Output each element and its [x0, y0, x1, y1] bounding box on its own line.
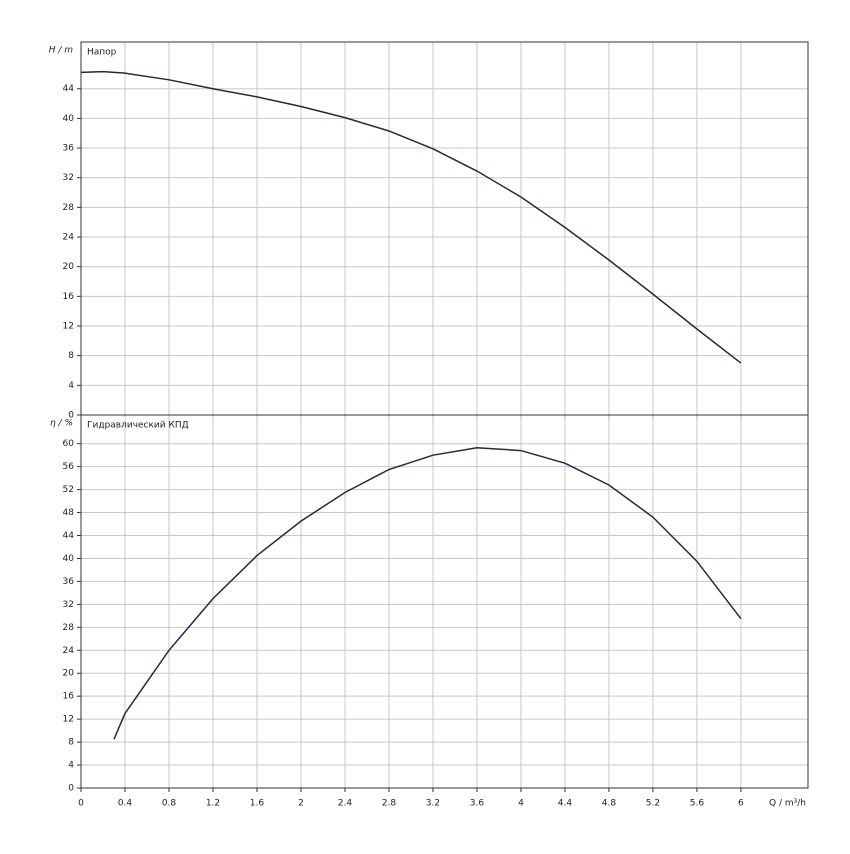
y-tick-label: 20 — [63, 669, 75, 679]
x-tick-label: 4 — [518, 799, 524, 809]
y-tick-label: 28 — [63, 203, 75, 213]
y-tick-label: 0 — [68, 411, 74, 421]
y-tick-label: 32 — [63, 600, 74, 610]
y-tick-label: 16 — [63, 692, 75, 702]
y-tick-label: 48 — [63, 508, 75, 518]
y-axis-label: η / % — [50, 419, 73, 429]
x-tick-label: 6 — [738, 799, 744, 809]
y-tick-label: 12 — [63, 715, 74, 725]
curve — [80, 70, 742, 364]
y-tick-label: 24 — [63, 646, 75, 656]
x-tick-label: 2.4 — [338, 799, 353, 809]
x-tick-label: 5.6 — [690, 799, 705, 809]
y-tick-label: 44 — [63, 531, 75, 541]
y-tick-label: 52 — [63, 485, 74, 495]
y-tick-label: 16 — [63, 292, 75, 302]
y-tick-label: 12 — [63, 322, 74, 332]
y-tick-label: 40 — [63, 554, 75, 564]
y-tick-label: 60 — [63, 439, 75, 449]
x-tick-label: 1.6 — [250, 799, 265, 809]
x-axis-label: Q / m³/h — [769, 799, 806, 809]
x-tick-label: 2 — [298, 799, 304, 809]
y-axis-label: H / m — [49, 46, 74, 56]
y-tick-label: 36 — [63, 577, 75, 587]
x-tick-label: 5.2 — [646, 799, 660, 809]
x-tick-label: 3.2 — [426, 799, 440, 809]
x-tick-label: 0.4 — [118, 799, 133, 809]
x-tick-label: 2.8 — [382, 799, 397, 809]
y-tick-label: 4 — [68, 381, 74, 391]
y-tick-label: 24 — [63, 233, 75, 243]
y-tick-label: 8 — [68, 738, 74, 748]
x-tick-label: 0.8 — [162, 799, 177, 809]
y-tick-label: 32 — [63, 173, 74, 183]
y-tick-label: 8 — [68, 351, 74, 361]
y-tick-label: 36 — [63, 144, 75, 154]
y-tick-label: 4 — [68, 761, 74, 771]
curve — [113, 446, 742, 740]
panel-title: Напор — [87, 48, 117, 58]
x-tick-label: 1.2 — [206, 799, 220, 809]
y-tick-label: 44 — [63, 84, 75, 94]
y-tick-label: 0 — [68, 784, 74, 794]
panel-title: Гидравлический КПД — [87, 421, 189, 431]
x-tick-label: 3.6 — [470, 799, 485, 809]
y-tick-label: 28 — [63, 623, 75, 633]
x-tick-label: 0 — [78, 799, 84, 809]
x-tick-label: 4.4 — [558, 799, 573, 809]
x-tick-label: 4.8 — [602, 799, 617, 809]
y-tick-label: 56 — [63, 462, 75, 472]
plot-frame — [80, 414, 809, 789]
plot-frame — [80, 41, 809, 416]
y-tick-label: 20 — [63, 262, 75, 272]
y-tick-label: 40 — [63, 114, 75, 124]
